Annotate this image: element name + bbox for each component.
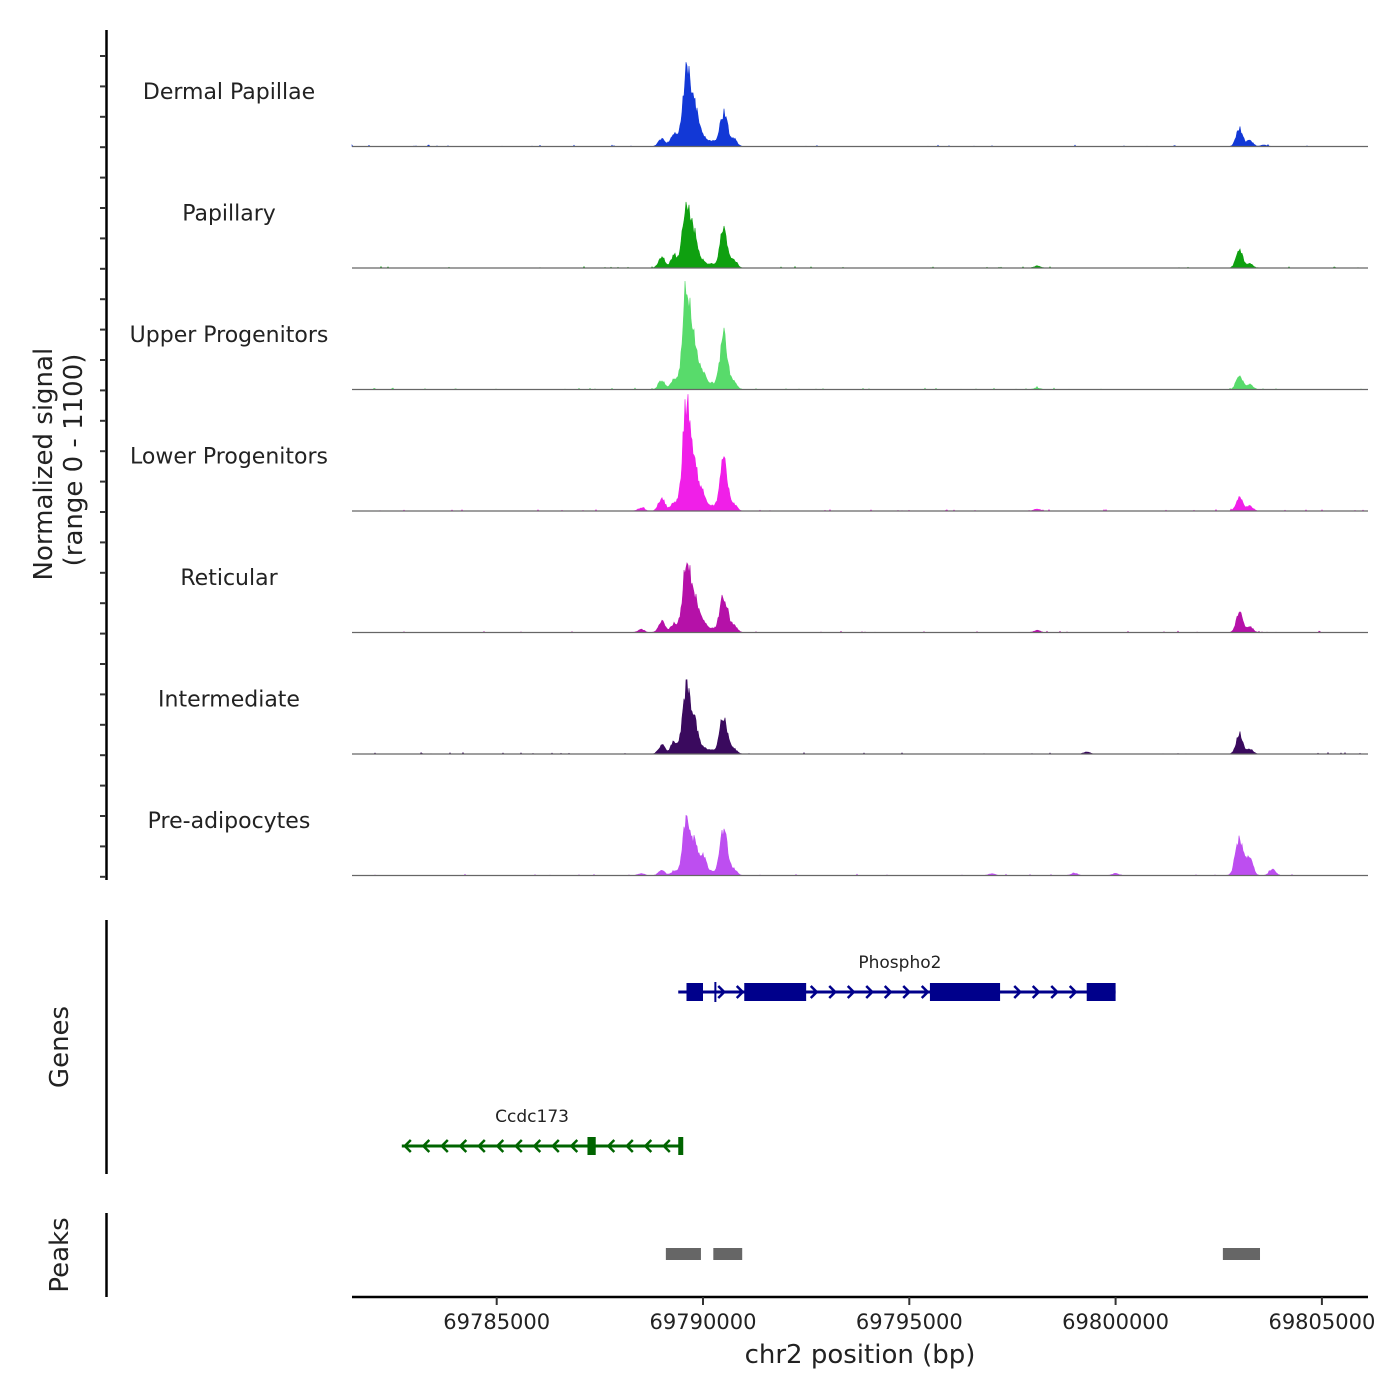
track-label: Papillary [182, 202, 276, 227]
strand-arrow-icon [458, 1139, 468, 1153]
strand-arrow-icon [1031, 985, 1041, 999]
gene-exon [678, 1137, 684, 1155]
gene-exon [744, 983, 807, 1001]
strand-arrow-icon [902, 985, 912, 999]
x-tick-label: 69800000 [1062, 1310, 1169, 1334]
track-upper-progenitors: Upper Progenitors [130, 280, 1368, 391]
track-label: Reticular [180, 566, 278, 591]
peaks-track [665, 1248, 1261, 1260]
strand-arrow-icon [1050, 985, 1060, 999]
track-lower-progenitors: Lower Progenitors [130, 394, 1368, 512]
gene-phospho2[interactable]: Phospho2 [678, 953, 1116, 1002]
coverage-area [352, 394, 1368, 512]
strand-arrow-icon [643, 1139, 653, 1153]
gene-exon [686, 983, 703, 1001]
peak-region [665, 1248, 701, 1260]
strand-arrow-icon [569, 1139, 579, 1153]
strand-arrow-icon [403, 1139, 412, 1153]
strand-arrow-icon [828, 985, 838, 999]
strand-arrow-icon [606, 1139, 616, 1153]
gene-label: Ccdc173 [495, 1107, 569, 1127]
peak-region [1222, 1248, 1261, 1260]
track-pre-adipocytes: Pre-adipocytes [148, 809, 1368, 877]
gene-exon [587, 1137, 596, 1155]
track-intermediate: Intermediate [158, 679, 1368, 755]
track-label: Lower Progenitors [130, 445, 328, 470]
strand-arrow-icon [865, 985, 875, 999]
y-axis-title: Normalized signal (range 0 - 1100) [29, 340, 89, 581]
gene-annotation-track: Ccdc173 Phospho2 [401, 953, 1116, 1155]
x-tick-label: 69795000 [856, 1310, 963, 1334]
y-axis-title-line1: Normalized signal [29, 348, 59, 581]
coverage-area [352, 679, 1368, 755]
strand-arrow-icon [1013, 985, 1023, 999]
strand-arrow-icon [846, 985, 856, 999]
track-reticular: Reticular [180, 562, 1368, 634]
track-papillary: Papillary [182, 202, 1368, 269]
strand-arrow-icon [1068, 985, 1078, 999]
gene-label: Phospho2 [858, 953, 941, 973]
track-label: Pre-adipocytes [148, 809, 311, 834]
strand-arrow-icon [809, 985, 819, 999]
gene-ccdc173[interactable]: Ccdc173 [401, 1107, 684, 1155]
x-tick-label: 69790000 [650, 1310, 757, 1334]
coverage-area [352, 814, 1368, 876]
strand-arrow-icon [532, 1139, 542, 1153]
x-tick-label: 69785000 [443, 1310, 550, 1334]
strand-arrow-icon [662, 1139, 671, 1153]
track-label: Upper Progenitors [130, 323, 329, 348]
strand-arrow-icon [735, 985, 745, 999]
peaks-track-label: Peaks [45, 1217, 75, 1292]
strand-arrow-icon [495, 1139, 505, 1153]
strand-arrow-icon [625, 1139, 634, 1153]
coverage-area [352, 201, 1368, 269]
gene-exon [1086, 983, 1116, 1001]
strand-arrow-icon [883, 985, 893, 999]
coverage-y-axis [100, 30, 108, 880]
strand-arrow-icon [421, 1139, 431, 1153]
y-axis-title-line2: (range 0 - 1100) [59, 354, 89, 567]
strand-arrow-icon [514, 1139, 523, 1153]
track-dermal-papillae: Dermal Papillae [143, 62, 1368, 148]
x-axis: 69785000 69790000 69795000 69800000 69805000 [352, 1295, 1375, 1334]
peak-region [713, 1248, 743, 1260]
x-axis-title: chr2 position (bp) [745, 1340, 976, 1370]
track-label: Intermediate [158, 688, 300, 713]
strand-arrow-icon [551, 1139, 560, 1153]
coverage-tracks: Dermal Papillae Papillary Upper Progenitor… [130, 62, 1368, 877]
x-tick-label: 69805000 [1268, 1310, 1375, 1334]
genes-track-label: Genes [45, 1006, 75, 1088]
strand-arrow-icon [477, 1139, 486, 1153]
gene-exon [929, 983, 1001, 1001]
strand-arrow-icon [440, 1139, 449, 1153]
track-label: Dermal Papillae [143, 80, 315, 105]
strand-arrow-icon [717, 985, 727, 999]
coverage-area [352, 562, 1368, 633]
strand-arrow-icon [920, 985, 930, 999]
coverage-area [352, 280, 1368, 390]
coverage-area [351, 62, 1368, 147]
